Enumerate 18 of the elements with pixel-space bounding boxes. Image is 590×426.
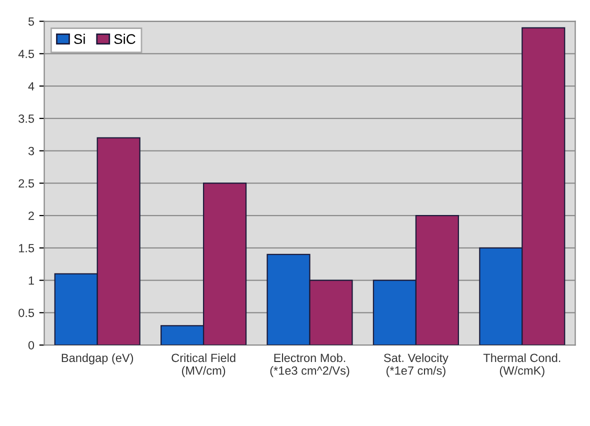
y-tick-label: 0.5 <box>18 308 34 318</box>
y-tick-label: 3.5 <box>18 114 34 123</box>
y-tick-label: 2.5 <box>18 179 34 188</box>
y-tick-label: 1.5 <box>19 244 34 252</box>
y-tick-label: 0 <box>28 341 34 350</box>
legend-label: SiC <box>114 34 136 44</box>
y-tick-label: 3 <box>28 146 34 156</box>
x-tick-label: Thermal Cond. (W/cmK) <box>483 353 560 378</box>
legend-label: Si <box>74 34 85 44</box>
y-tick-label: 2 <box>28 212 34 220</box>
x-tick-label: Bandgap (eV) <box>62 353 134 364</box>
x-tick-label: Electron Mob. (*1e3 cm^2/Vs) <box>270 353 350 378</box>
y-tick-label: 5 <box>28 17 34 26</box>
y-tick-label: 4 <box>28 82 34 90</box>
x-tick-label: Sat. Velocity (*1e7 cm/s) <box>384 353 448 378</box>
y-tick-label: 1 <box>28 276 34 285</box>
x-tick-label: Critical Field (MV/cm) <box>172 353 236 378</box>
y-tick-label: 4.5 <box>18 50 34 58</box>
